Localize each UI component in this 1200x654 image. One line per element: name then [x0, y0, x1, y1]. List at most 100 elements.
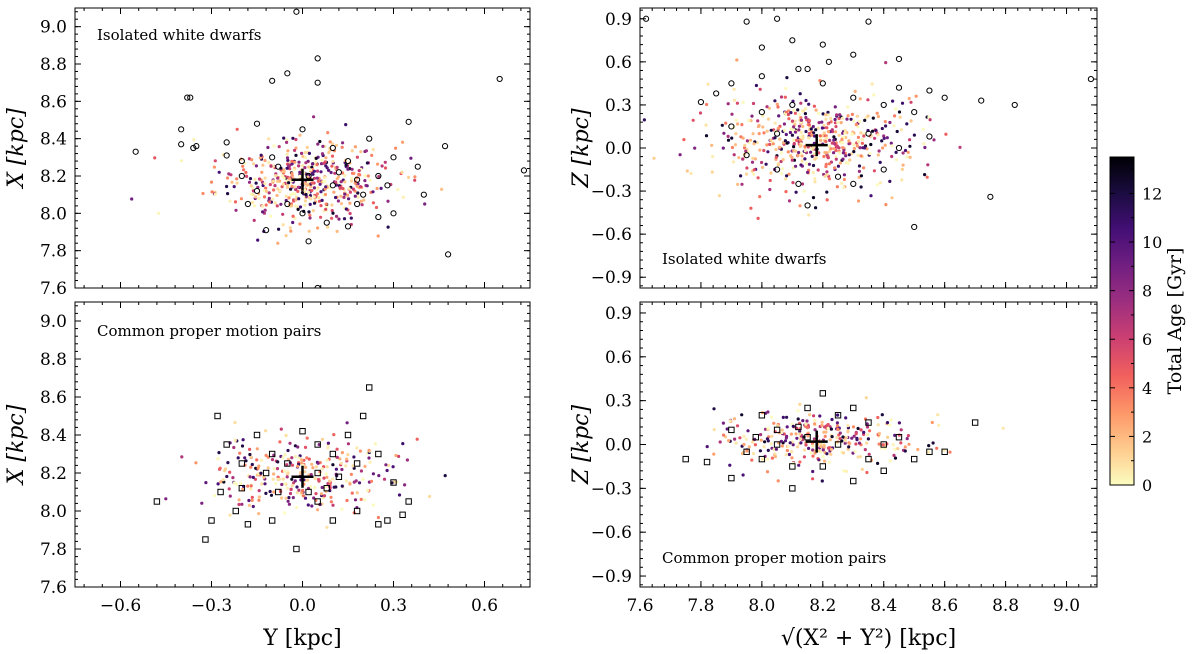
age-dot [277, 227, 281, 231]
age-dot [836, 120, 840, 124]
ticks: 7.6 7.8 8.0 8.2 8.4 8.6 8.8 9.0 [40, 8, 530, 299]
age-dot [848, 442, 852, 446]
age-dot [736, 182, 740, 186]
age-dot [336, 199, 340, 203]
age-dot [257, 495, 261, 499]
open-square-marker [353, 507, 361, 515]
open-square-marker [366, 384, 373, 391]
age-dot [745, 166, 749, 170]
age-dot [846, 114, 850, 118]
age-dot [305, 145, 309, 149]
open-circle-marker [774, 130, 781, 137]
open-circle-marker [284, 70, 291, 77]
age-dot [842, 469, 846, 473]
age-dot [860, 138, 864, 142]
age-dot [294, 153, 298, 157]
age-dot [782, 122, 787, 126]
open-circle-marker [354, 176, 361, 183]
age-dot [285, 463, 289, 467]
age-dot [844, 416, 848, 420]
y-tick-label: −0.6 [591, 523, 632, 543]
age-dot [219, 480, 223, 484]
age-dot [310, 504, 314, 508]
age-dot [824, 164, 828, 169]
open-square-marker [359, 412, 367, 420]
age-dot [276, 460, 280, 464]
age-dot [776, 126, 781, 130]
age-dot [335, 165, 339, 169]
open-circle-marker [384, 182, 391, 189]
age-dot [262, 475, 266, 479]
open-square-marker [335, 473, 343, 481]
age-dot [352, 455, 356, 459]
age-dot [334, 214, 339, 218]
age-dot [290, 184, 294, 188]
age-dot [365, 161, 369, 165]
age-dot [306, 159, 310, 163]
age-dot [756, 216, 760, 220]
age-dot [787, 452, 792, 457]
age-dot [216, 457, 220, 461]
age-dot [846, 424, 850, 428]
age-dot [272, 467, 276, 471]
age-dot [443, 474, 447, 478]
age-dot [750, 160, 755, 164]
age-dot [296, 207, 300, 211]
x-tick-label: 8.8 [992, 596, 1019, 616]
age-dot [926, 450, 931, 454]
age-dot [799, 130, 803, 134]
age-dot [827, 162, 832, 166]
age-dot [884, 203, 888, 207]
age-dot [267, 137, 271, 141]
age-dot [357, 169, 361, 173]
age-dot [878, 160, 882, 164]
open-circle-marker [926, 87, 933, 94]
age-dot [808, 413, 812, 417]
age-dot [323, 192, 328, 197]
age-dot [286, 457, 290, 461]
age-dot [284, 234, 288, 238]
age-dot [835, 436, 839, 440]
open-square-marker [238, 485, 246, 492]
age-dot [884, 61, 888, 65]
age-dot [824, 113, 828, 117]
age-dot [899, 128, 904, 132]
open-circle-marker [305, 238, 312, 245]
age-dot [294, 146, 298, 150]
age-dot [823, 459, 827, 463]
age-dot [743, 143, 747, 147]
age-dot [285, 152, 289, 156]
age-dot [936, 413, 940, 417]
open-square-marker [850, 477, 857, 485]
age-dot [301, 488, 305, 492]
age-dot [251, 162, 256, 166]
y-tick-label: 0.9 [605, 304, 632, 324]
age-dot [356, 191, 360, 195]
age-dot [225, 474, 229, 479]
age-dot [762, 148, 766, 153]
age-dot [845, 117, 849, 121]
age-dot [728, 463, 732, 467]
age-dot [370, 153, 374, 157]
age-dot [836, 164, 841, 168]
age-dot [799, 441, 803, 445]
age-dot [271, 477, 275, 481]
age-dot [257, 196, 261, 200]
age-dot [288, 193, 292, 197]
age-dot [363, 174, 367, 178]
age-dot [862, 430, 866, 434]
age-dot [847, 139, 851, 143]
age-dot [876, 415, 880, 420]
age-dot [871, 129, 875, 133]
open-square-marker [728, 426, 735, 434]
age-dot [846, 430, 850, 434]
open-square-marker [758, 412, 766, 419]
age-dot [330, 154, 335, 158]
age-dot [811, 145, 816, 149]
age-dot [244, 459, 248, 463]
age-dot [333, 171, 337, 175]
age-dot [259, 153, 263, 157]
age-dot [329, 170, 333, 175]
age-dot [856, 125, 860, 129]
age-dot [785, 174, 789, 178]
